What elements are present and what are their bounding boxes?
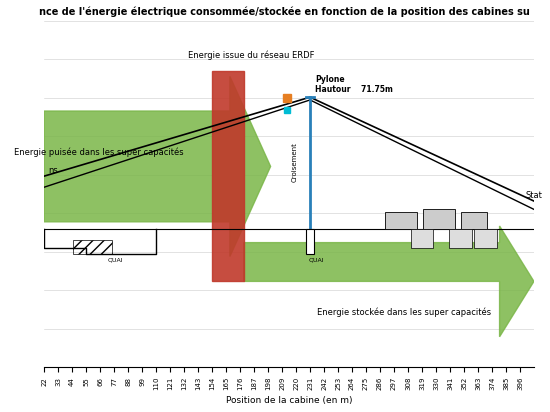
- Bar: [212, 71, 244, 281]
- Text: nce de l'énergie électrique consommée/stockée en fonction de la position des cab: nce de l'énergie électrique consommée/st…: [39, 7, 530, 17]
- Text: Energie stockée dans les super capacités: Energie stockée dans les super capacités: [317, 307, 491, 317]
- Bar: [449, 229, 471, 248]
- Bar: [461, 212, 487, 229]
- Text: Energie puisée dans les super capacités: Energie puisée dans les super capacités: [14, 148, 184, 157]
- Text: ns: ns: [48, 166, 58, 175]
- Polygon shape: [44, 76, 271, 256]
- Text: Energie issue du réseau ERDF: Energie issue du réseau ERDF: [188, 50, 315, 60]
- Polygon shape: [244, 226, 534, 337]
- X-axis label: Position de la cabine (en m): Position de la cabine (en m): [226, 396, 353, 405]
- Text: Croisement: Croisement: [292, 142, 298, 182]
- Bar: [474, 229, 497, 248]
- Bar: [73, 240, 112, 254]
- Bar: [424, 209, 455, 229]
- Text: Pylone
Hautour    71.75m: Pylone Hautour 71.75m: [315, 75, 393, 94]
- Text: Stat: Stat: [525, 191, 542, 200]
- Text: QUAI: QUAI: [309, 258, 324, 263]
- Bar: [385, 212, 417, 229]
- Text: QUAI: QUAI: [108, 258, 123, 263]
- Bar: [410, 229, 433, 248]
- Bar: [306, 229, 314, 254]
